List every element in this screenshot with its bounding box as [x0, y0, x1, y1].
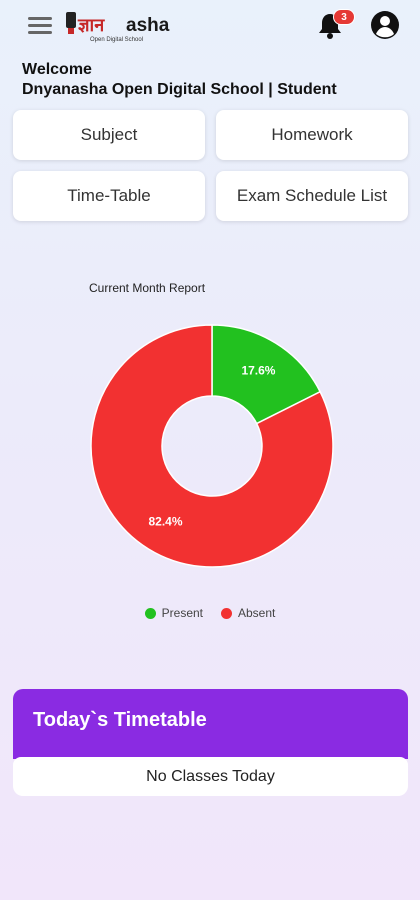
welcome-greeting: Welcome	[22, 61, 92, 78]
account-profile-icon[interactable]	[370, 10, 400, 40]
welcome-school-role: Dnyanasha Open Digital School | Student	[22, 81, 337, 98]
legend-label-present: Present	[161, 606, 203, 620]
timetable-title: Today`s Timetable	[13, 689, 408, 759]
logo-latin: asha	[126, 15, 170, 36]
legend-item-present[interactable]: Present	[144, 606, 203, 620]
legend-dot-absent	[221, 607, 232, 619]
attendance-donut-chart: 17.6% 82.4%	[90, 324, 334, 568]
legend-dot-present	[144, 607, 156, 619]
top-app-bar: ज्ञान asha Open Digital School 3	[0, 0, 420, 52]
app-logo: ज्ञान asha Open Digital School	[64, 8, 176, 44]
donut-slice-absent[interactable]	[90, 324, 334, 568]
exam-schedule-button[interactable]: Exam Schedule List	[216, 171, 408, 221]
timetable-button[interactable]: Time-Table	[13, 171, 205, 221]
donut-slice-present[interactable]	[211, 324, 322, 425]
subject-button[interactable]: Subject	[13, 110, 205, 160]
legend-label-absent: Absent	[238, 606, 276, 620]
notification-count-badge: 3	[333, 9, 355, 25]
welcome-text: Welcome Dnyanasha Open Digital School | …	[22, 60, 337, 100]
logo-devanagari: ज्ञान	[77, 15, 105, 36]
chart-legend: Present Absent	[0, 606, 420, 620]
donut-label-present: 17.6%	[241, 364, 275, 378]
logo-tagline: Open Digital School	[90, 37, 143, 43]
donut-label-absent: 82.4%	[149, 514, 183, 528]
menu-icon[interactable]	[26, 14, 54, 36]
timetable-empty-message: No Classes Today	[13, 757, 408, 796]
legend-item-absent[interactable]: Absent	[221, 606, 275, 620]
logo-image: ज्ञान asha Open Digital School	[66, 12, 170, 43]
chart-title: Current Month Report	[89, 281, 206, 295]
today-timetable-card: Today`s Timetable No Classes Today	[13, 689, 408, 796]
homework-button[interactable]: Homework	[216, 110, 408, 160]
